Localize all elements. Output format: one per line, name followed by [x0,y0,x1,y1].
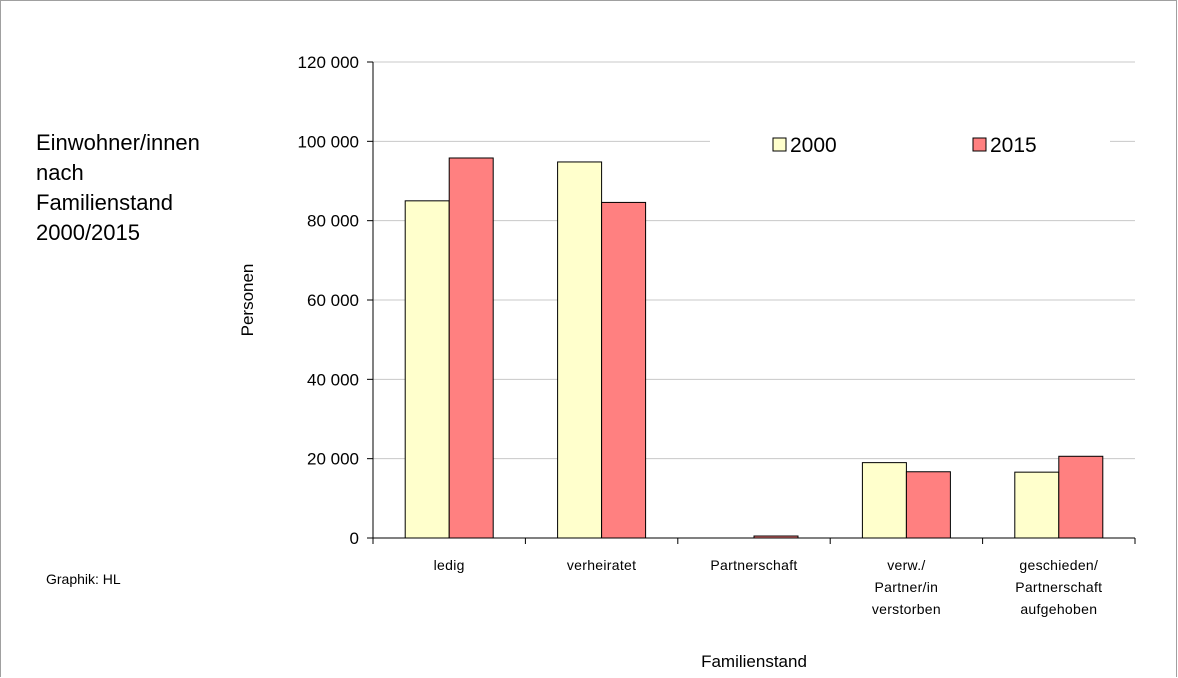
chart-title: Einwohner/innen nach Familienstand 2000/… [36,130,200,245]
y-tick-label: 0 [350,529,359,548]
x-axis-title: Familienstand [701,652,807,671]
x-tick-label: ledig [434,557,465,573]
y-tick-label: 40 000 [307,370,359,389]
x-tick-label-line: verw./ [887,557,925,573]
bar-2000 [557,161,603,539]
legend-swatch-2000 [772,137,787,152]
legend: 2000 2015 [710,120,1110,168]
x-ticks: ledig verheiratet Partnerschaft verw./ Partn… [372,538,1136,617]
legend-label-2000: 2000 [790,134,837,157]
bar-2015 [448,157,494,539]
y-tick-label: 100 000 [298,132,359,151]
y-tick-label: 80 000 [307,212,359,231]
x-tick-label: verheiratet [567,557,636,573]
legend-label-2015: 2015 [990,134,1037,157]
bar-2000 [861,462,907,539]
bar-2000 [404,200,450,539]
x-tick-label: Partnerschaft [710,557,797,573]
x-tick-label-line: Partnerschaft [710,557,797,573]
x-tick-label: verw./ Partner/in verstorben [872,557,941,617]
x-tick-label-line: verstorben [872,601,941,617]
legend-swatch-2015 [972,137,987,152]
y-tick-label: 60 000 [307,291,359,310]
bar-2015 [601,201,647,539]
legend-background [710,120,1110,168]
y-ticks: 0 20 000 40 000 60 000 80 000 100 000 120 000 [298,53,373,548]
bar-2000 [1014,471,1060,539]
bars [404,157,1104,539]
x-tick-label-line: geschieden/ [1019,557,1098,573]
x-tick-label-line: Partnerschaft [1015,579,1102,595]
x-tick-label-line: Partner/in [875,579,939,595]
x-tick-label-line: aufgehoben [1020,601,1097,617]
bar-2015 [905,471,951,539]
graphic-credit: Graphik: HL [46,571,121,587]
y-tick-label: 120 000 [298,53,359,72]
x-tick-label-line: verheiratet [567,557,636,573]
y-tick-label: 20 000 [307,450,359,469]
x-tick-label: geschieden/Partnerschaft aufgehoben [1015,557,1102,617]
bar-2015 [1058,455,1104,539]
x-tick-label-line: ledig [434,557,465,573]
y-axis-title: Personen [238,264,257,337]
gridlines [373,61,1135,460]
